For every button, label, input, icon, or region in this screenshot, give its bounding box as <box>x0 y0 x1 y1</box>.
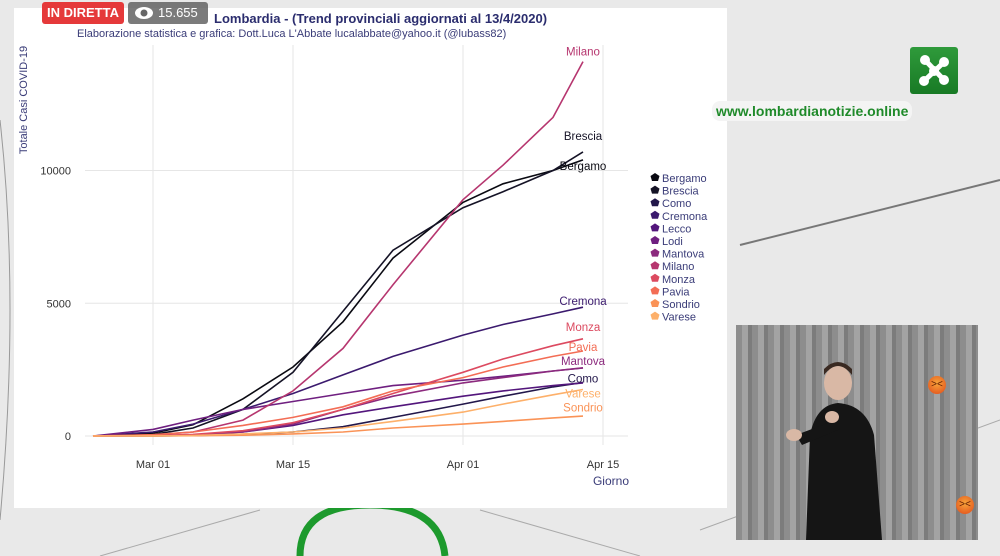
eye-icon <box>135 7 153 19</box>
legend-entry: Cremona <box>662 211 708 223</box>
x-tick-label: Mar 15 <box>276 459 310 471</box>
legend-marker-icon <box>650 198 660 207</box>
legend-marker-icon <box>650 236 660 244</box>
legend-entry: Monza <box>662 274 696 286</box>
series-line-varese <box>92 388 584 437</box>
legend-marker-icon <box>650 210 660 219</box>
legend-marker-icon <box>650 248 660 257</box>
y-tick-label: 5000 <box>47 298 71 310</box>
y-axis-label: Totale Casi COVID-19 <box>18 46 30 154</box>
legend-entry: Bergamo <box>662 173 707 185</box>
sign-language-interpreter-video <box>736 325 978 540</box>
series-end-label: Brescia <box>564 131 603 143</box>
legend-marker-icon <box>650 185 660 194</box>
legend-entry: Lecco <box>662 223 691 235</box>
legend-entry: Brescia <box>662 186 700 198</box>
legend-entry: Varese <box>662 312 696 324</box>
series-line-lodi <box>92 367 584 437</box>
series-end-label: Mantova <box>561 356 606 368</box>
legend-marker-icon <box>650 299 660 307</box>
legend-marker-icon <box>650 223 660 232</box>
chart-title: Lombardia - (Trend provinciali aggiornat… <box>214 11 548 26</box>
chart-subtitle: Elaborazione statistica e grafica: Dott.… <box>77 28 507 40</box>
view-count-badge: 15.655 <box>128 2 208 24</box>
series-line-monza <box>92 338 584 437</box>
legend-marker-icon <box>650 311 660 320</box>
legend-marker-icon <box>650 261 660 270</box>
interpreter-figure <box>786 362 882 540</box>
legend-marker-icon <box>650 273 660 282</box>
series-line-brescia <box>92 151 584 437</box>
series-end-label: Milano <box>566 47 600 59</box>
live-badge: IN DIRETTA <box>42 2 124 24</box>
x-tick-label: Mar 01 <box>136 459 170 471</box>
angry-emoji-icon: >< <box>928 376 946 394</box>
view-count: 15.655 <box>158 5 198 20</box>
x-tick-label: Apr 15 <box>587 459 619 471</box>
lombardia-region-logo <box>910 47 958 94</box>
series-end-label: Monza <box>566 322 601 334</box>
series-end-label: Bergamo <box>560 161 607 173</box>
legend-entry: Como <box>662 198 691 210</box>
x-axis-label: Giorno <box>593 474 629 488</box>
series-end-label: Como <box>568 373 599 385</box>
legend-entry: Sondrio <box>662 299 700 311</box>
series-line-milano <box>92 61 584 437</box>
legend-entry: Mantova <box>662 249 705 261</box>
series-end-label: Cremona <box>559 296 607 308</box>
y-tick-label: 0 <box>65 431 71 443</box>
legend-marker-icon <box>650 173 660 181</box>
series-end-label: Varese <box>565 389 601 401</box>
series-line-bergamo <box>92 159 584 437</box>
website-url: www.lombardianotizie.online <box>712 101 913 121</box>
y-tick-label: 10000 <box>40 166 71 178</box>
angry-emoji-icon: >< <box>956 496 974 514</box>
legend-entry: Milano <box>662 261 694 273</box>
series-line-cremona <box>92 306 584 437</box>
legend-marker-icon <box>650 286 660 295</box>
series-line-pavia <box>92 350 584 437</box>
series-end-label: Pavia <box>569 342 598 354</box>
x-tick-label: Apr 01 <box>447 459 479 471</box>
legend-entry: Pavia <box>662 286 690 298</box>
series-end-label: Sondrio <box>563 403 603 415</box>
lombardia-rose-icon <box>919 55 949 86</box>
legend-entry: Lodi <box>662 236 683 248</box>
